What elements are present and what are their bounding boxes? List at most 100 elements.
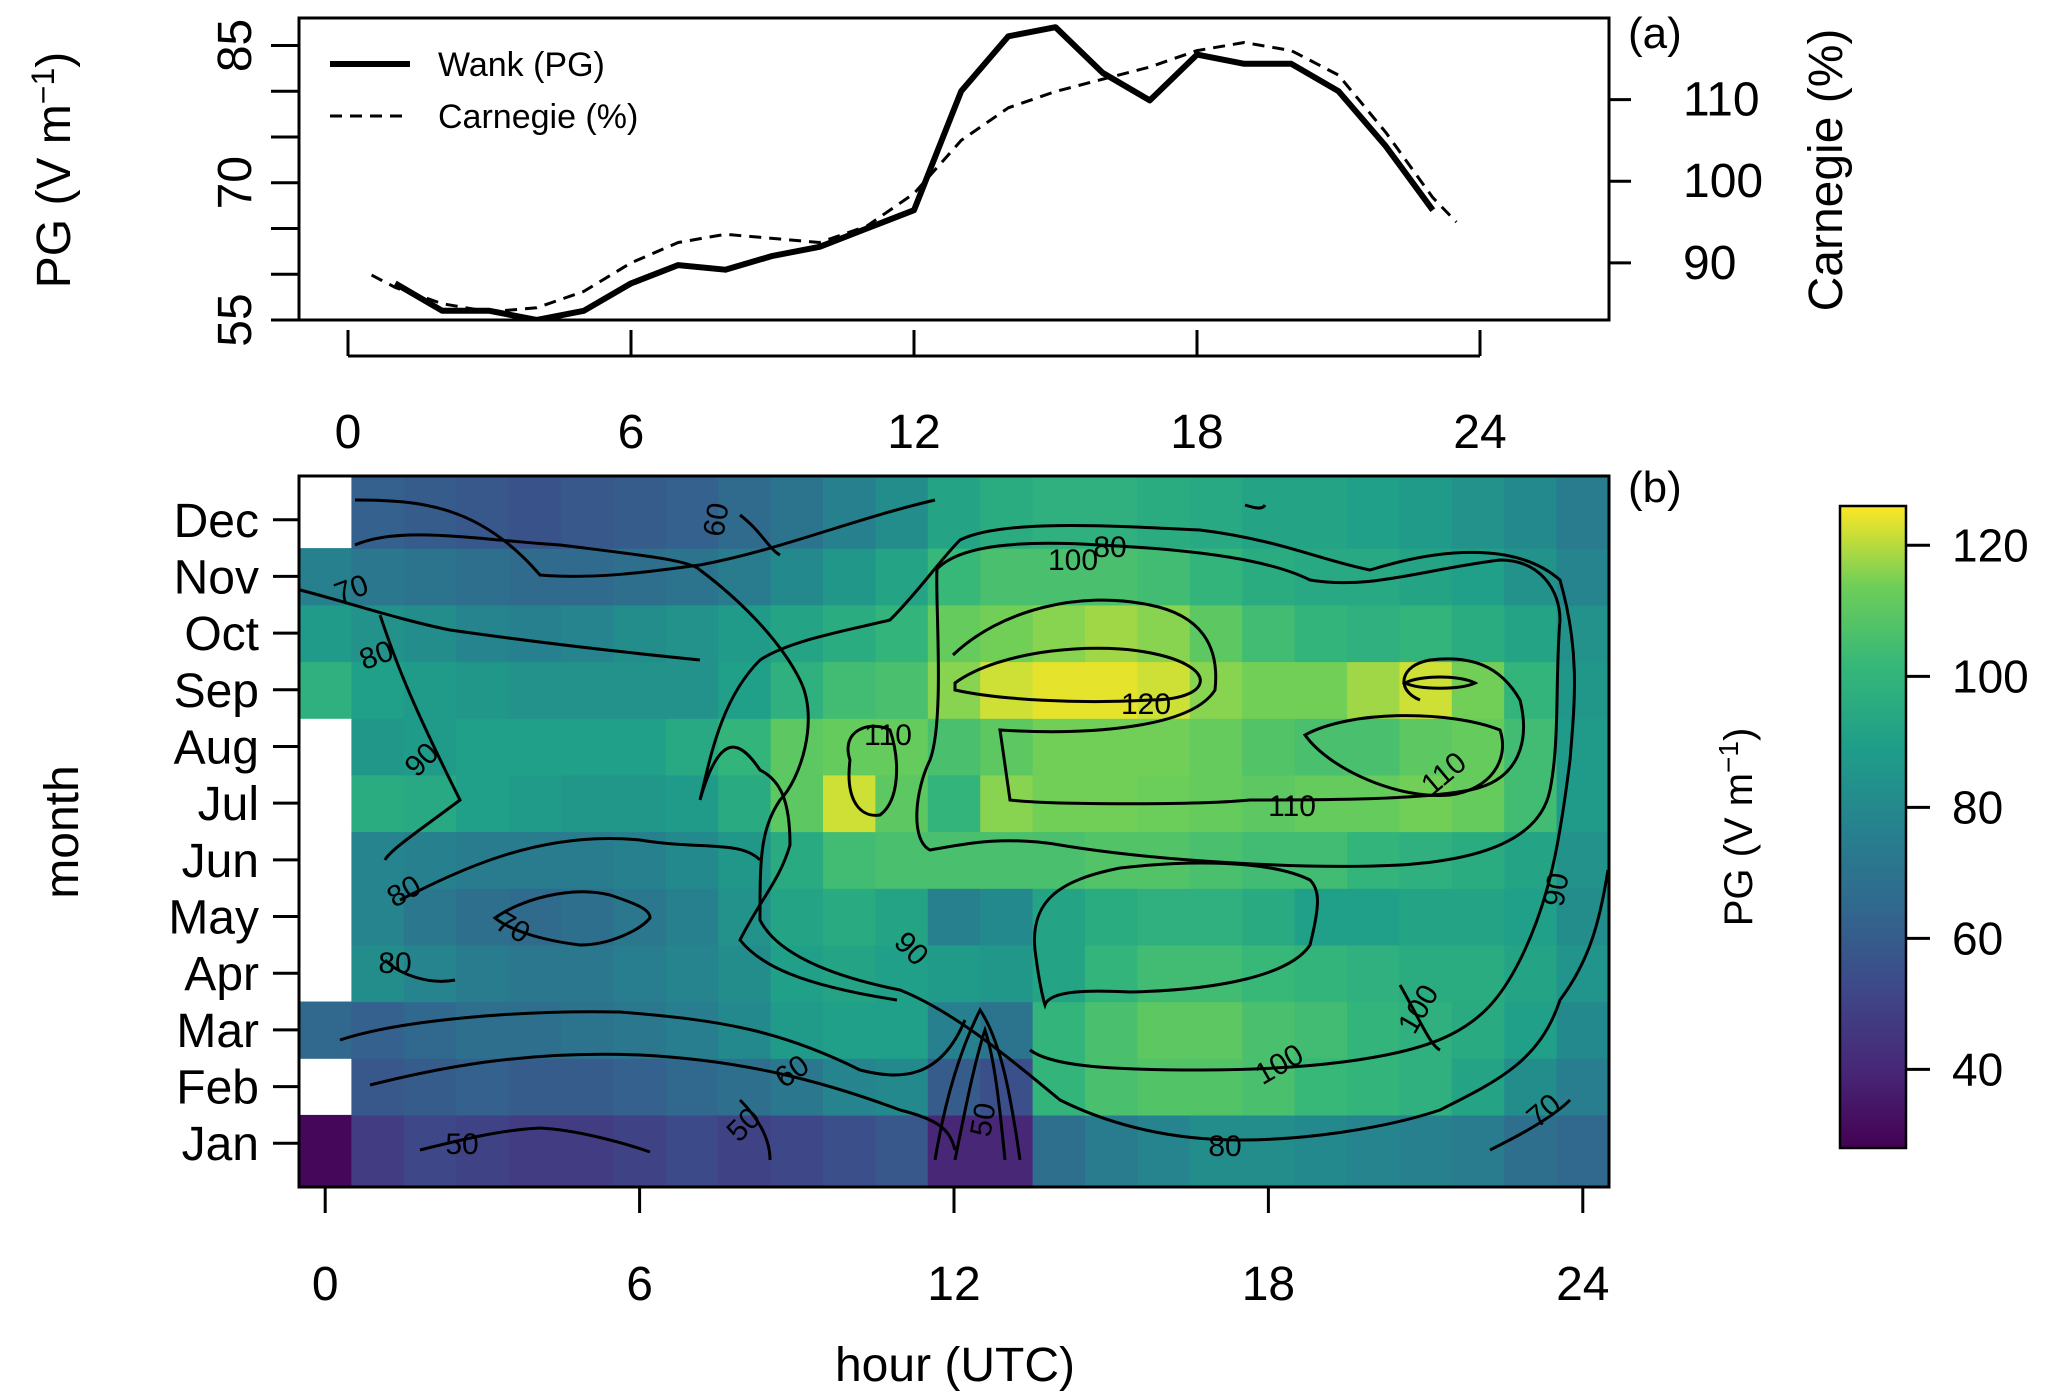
panel-a-x-tick-label: 6 [618, 406, 645, 459]
panel-a-left-ylabel: PG (V m−1) [25, 52, 81, 288]
heatmap-cell [1085, 604, 1138, 663]
heatmap-cell [823, 888, 876, 946]
contour-label-group: 110 [1268, 790, 1316, 823]
heatmap-cell [770, 548, 824, 606]
heatmap-cell [665, 1001, 719, 1059]
colorbar-tick-label: 120 [1952, 519, 2029, 571]
heatmap-cell [1032, 1114, 1086, 1188]
panel-a: 55 70 85 90 100 110 0 6 12 18 24 Wank (PG) Carne… [25, 9, 1853, 459]
heatmap-cell [1294, 661, 1348, 719]
heatmap-cell [561, 888, 614, 946]
heatmap-cell [299, 1114, 352, 1188]
month-tick-label: Nov [174, 551, 259, 604]
heatmap-cell [508, 718, 562, 776]
contour-label: 80 [1093, 531, 1126, 564]
heatmap-cell [456, 1001, 510, 1059]
heatmap-cell [613, 1114, 667, 1188]
heatmap-cell [1242, 1114, 1296, 1188]
heatmap-cell [1451, 548, 1505, 606]
heatmap-cell [613, 944, 667, 1003]
heatmap-cell [351, 1058, 405, 1116]
heatmap-cell [561, 1058, 614, 1116]
legend-entry-carnegie: Carnegie (%) [438, 98, 638, 136]
heatmap-cell [1451, 1114, 1505, 1188]
heatmap-cell [927, 944, 981, 1003]
heatmap-cell [1347, 661, 1400, 719]
heatmap-cell [1399, 944, 1453, 1003]
heatmap-cell [1085, 548, 1138, 606]
contour-label: 80 [1208, 1130, 1241, 1163]
contour-50 [419, 1126, 651, 1154]
heatmap-cell [1504, 476, 1558, 549]
heatmap-cell [508, 476, 562, 549]
panel-b-contours [299, 498, 1610, 1161]
contour-label-group: 80 [1093, 531, 1126, 564]
heatmap-cell [1137, 1058, 1191, 1116]
month-tick-label: Aug [174, 721, 259, 774]
heatmap-cell [927, 831, 981, 889]
heatmap-cell [1032, 476, 1086, 549]
heatmap-cell [665, 888, 719, 946]
left-tick-label: 70 [209, 156, 262, 209]
heatmap-cell [1242, 1001, 1296, 1059]
heatmap-cell [1347, 888, 1400, 946]
heatmap-cell [1504, 604, 1558, 663]
panel-a-bottom-axis: 0 6 12 18 24 [335, 330, 1507, 459]
month-tick-label: Jul [198, 778, 259, 831]
heatmap-cell [718, 888, 772, 946]
month-tick-label: Oct [184, 608, 259, 661]
heatmap-cell [1556, 604, 1610, 663]
heatmap-cell [823, 476, 876, 549]
colorbar-tick-label: 100 [1952, 650, 2029, 702]
heatmap-cell [456, 774, 510, 833]
right-tick-label: 90 [1683, 237, 1736, 290]
heatmap-cell [1556, 888, 1610, 946]
panel-a-x-tick-label: 12 [887, 406, 940, 459]
heatmap-cell [561, 476, 614, 549]
heatmap-cell [1137, 1001, 1191, 1059]
contour-label: 110 [1268, 790, 1316, 823]
heatmap-cell [456, 661, 510, 719]
heatmap-cell [1137, 944, 1191, 1003]
heatmap-cell [1347, 774, 1400, 833]
heatmap-cell [403, 718, 457, 776]
heatmap-cell [1085, 476, 1138, 549]
heatmap-cell [770, 604, 824, 663]
month-tick-label: Mar [176, 1005, 259, 1058]
heatmap-cell [508, 604, 562, 663]
heatmap-cell [1242, 831, 1296, 889]
colorbar: 40 60 80 100 120 PG (V m−1) [1713, 504, 2029, 1150]
panel-a-x-tick-label: 0 [335, 406, 362, 459]
contour-110-aug [1302, 714, 1505, 798]
heatmap-cell [927, 1058, 981, 1116]
panel-b-x-tick-label: 12 [927, 1258, 980, 1311]
heatmap-cell [613, 774, 667, 833]
panel-b-x-tick-label: 24 [1556, 1258, 1609, 1311]
contour-50-mid [738, 1098, 772, 1161]
contour-60-spring [369, 1052, 957, 1151]
heatmap-cell [1347, 1058, 1400, 1116]
panel-a-x-tick-label: 24 [1453, 406, 1506, 459]
heatmap-cell [1032, 718, 1086, 776]
heatmap-cell [1451, 604, 1505, 663]
heatmap-cell [665, 661, 719, 719]
heatmap-cell [1451, 831, 1505, 889]
contour-label: 100 [1048, 544, 1098, 577]
contour-60-dec [739, 513, 781, 557]
contour-label: 50 [964, 1100, 1002, 1139]
heatmap-cell [1347, 718, 1400, 776]
heatmap-cell [665, 944, 719, 1003]
contour-110-jul [846, 724, 899, 817]
heatmap-cell [299, 604, 352, 663]
panel-a-x-tick-label: 18 [1170, 406, 1223, 459]
heatmap-cell [770, 718, 824, 776]
contour-100-spring-right [1398, 984, 1441, 1052]
heatmap-cell [1399, 774, 1453, 833]
panel-a-right-axis: 90 100 110 [1609, 74, 1763, 290]
heatmap-cell [1189, 944, 1243, 1003]
heatmap-cell [1504, 774, 1558, 833]
heatmap-cell [1399, 718, 1453, 776]
heatmap-cell [875, 1114, 929, 1188]
heatmap-cell [823, 1114, 876, 1188]
colorbar-tick-label: 60 [1952, 912, 2003, 964]
